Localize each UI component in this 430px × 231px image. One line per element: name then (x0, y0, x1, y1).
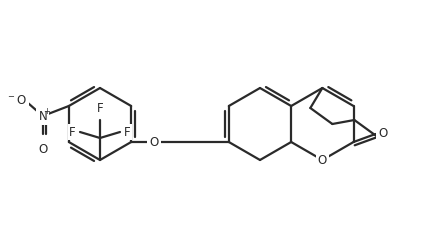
Text: O: O (150, 136, 159, 149)
Text: O: O (378, 127, 387, 140)
Text: F: F (124, 126, 131, 139)
Text: +: + (43, 107, 50, 116)
Text: O: O (38, 142, 47, 155)
Text: F: F (69, 126, 76, 139)
Text: O: O (318, 154, 327, 167)
Text: N: N (38, 110, 47, 123)
Text: $^-$O: $^-$O (6, 94, 28, 107)
Text: F: F (97, 102, 103, 115)
